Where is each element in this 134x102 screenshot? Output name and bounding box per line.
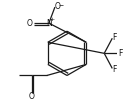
Text: O: O	[55, 2, 60, 11]
Text: F: F	[113, 65, 117, 74]
Text: −: −	[59, 2, 64, 7]
Text: N: N	[46, 19, 52, 28]
Text: F: F	[118, 49, 122, 58]
Text: O: O	[29, 92, 35, 101]
Text: +: +	[50, 17, 55, 22]
Text: F: F	[113, 33, 117, 42]
Text: O: O	[27, 19, 33, 28]
